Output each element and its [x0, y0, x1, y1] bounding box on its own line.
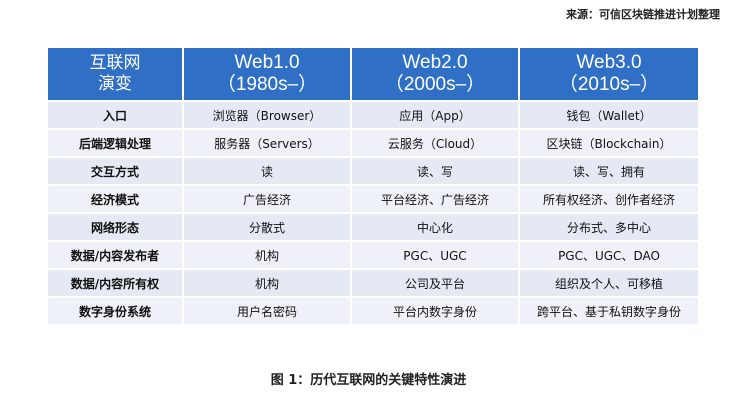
row-label-cell: 交互方式 — [48, 158, 182, 184]
table-row: 入口 浏览器（Browser） 应用（App） 钱包（Wallet） — [48, 102, 698, 128]
row-label-cell: 网络形态 — [48, 214, 182, 240]
web-evolution-table: 互联网 演变 Web1.0 （1980s–） Web2.0 （2000s–） W… — [46, 46, 700, 326]
row-label-cell: 经济模式 — [48, 186, 182, 212]
table-row: 数据/内容所有权 机构 公司及平台 组织及个人、可移植 — [48, 270, 698, 296]
table-cell: 组织及个人、可移植 — [520, 270, 698, 296]
source-note: 来源：可信区块链推进计划整理 — [566, 8, 720, 21]
header-line: Web2.0 — [402, 52, 468, 73]
header-line: 互联网 — [89, 53, 141, 73]
table-cell: 读、写 — [352, 158, 518, 184]
table-cell: PGC、UGC、DAO — [520, 242, 698, 268]
table-row: 后端逻辑处理 服务器（Servers） 云服务（Cloud） 区块链（Block… — [48, 130, 698, 156]
table-cell: 分散式 — [184, 214, 350, 240]
header-cell-web3: Web3.0 （2010s–） — [520, 48, 698, 100]
table-cell: 应用（App） — [352, 102, 518, 128]
row-label-cell: 数据/内容发布者 — [48, 242, 182, 268]
header-line: Web3.0 — [576, 52, 642, 73]
table-cell: 浏览器（Browser） — [184, 102, 350, 128]
header-cell-internet-evolution: 互联网 演变 — [48, 48, 182, 100]
table-cell: 跨平台、基于私钥数字身份 — [520, 298, 698, 324]
row-label-cell: 数据/内容所有权 — [48, 270, 182, 296]
table-row: 数据/内容发布者 机构 PGC、UGC PGC、UGC、DAO — [48, 242, 698, 268]
header-line: （2010s–） — [558, 74, 660, 95]
table-row: 数字身份系统 用户名密码 平台内数字身份 跨平台、基于私钥数字身份 — [48, 298, 698, 324]
row-label-cell: 数字身份系统 — [48, 298, 182, 324]
table-cell: 机构 — [184, 242, 350, 268]
table-row: 交互方式 读 读、写 读、写、拥有 — [48, 158, 698, 184]
table-cell: 云服务（Cloud） — [352, 130, 518, 156]
table-cell: 读、写、拥有 — [520, 158, 698, 184]
table-cell: 所有权经济、创作者经济 — [520, 186, 698, 212]
table-cell: 平台经济、广告经济 — [352, 186, 518, 212]
table-cell: 公司及平台 — [352, 270, 518, 296]
table-header-row: 互联网 演变 Web1.0 （1980s–） Web2.0 （2000s–） W… — [48, 48, 698, 100]
header-line: 演变 — [98, 74, 132, 94]
figure-caption: 图 1：历代互联网的关键特性演进 — [270, 373, 467, 388]
row-label-cell: 后端逻辑处理 — [48, 130, 182, 156]
table-row: 网络形态 分散式 中心化 分布式、多中心 — [48, 214, 698, 240]
header-line: （2000s–） — [384, 74, 486, 95]
table-cell: 分布式、多中心 — [520, 214, 698, 240]
table-cell: 钱包（Wallet） — [520, 102, 698, 128]
table-cell: 平台内数字身份 — [352, 298, 518, 324]
header-cell-web2: Web2.0 （2000s–） — [352, 48, 518, 100]
row-label-cell: 入口 — [48, 102, 182, 128]
header-cell-web1: Web1.0 （1980s–） — [184, 48, 350, 100]
header-line: Web1.0 — [234, 52, 300, 73]
table-cell: 读 — [184, 158, 350, 184]
table-cell: 广告经济 — [184, 186, 350, 212]
table-row: 经济模式 广告经济 平台经济、广告经济 所有权经济、创作者经济 — [48, 186, 698, 212]
table-cell: 机构 — [184, 270, 350, 296]
header-line: （1980s–） — [216, 74, 318, 95]
table-cell: 用户名密码 — [184, 298, 350, 324]
table-cell: PGC、UGC — [352, 242, 518, 268]
table-cell: 中心化 — [352, 214, 518, 240]
table-cell: 服务器（Servers） — [184, 130, 350, 156]
table-cell: 区块链（Blockchain） — [520, 130, 698, 156]
